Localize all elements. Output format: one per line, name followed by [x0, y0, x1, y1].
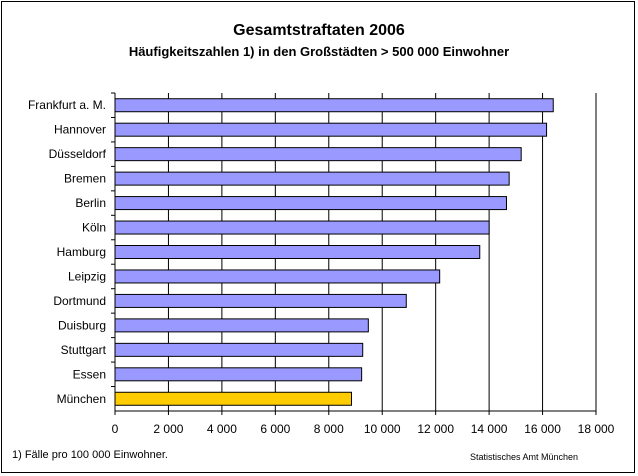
category-label: Essen: [73, 367, 106, 381]
category-label: Frankfurt a. M.: [28, 98, 106, 112]
x-tick-label: 18 000: [578, 422, 615, 436]
chart-subtitle: Häufigkeitszahlen 1) in den Großstädten …: [128, 44, 510, 59]
bar: [114, 367, 363, 382]
x-tick-label: 8 000: [314, 422, 344, 436]
category-label: Hamburg: [57, 245, 106, 259]
bar: [114, 342, 364, 357]
category-label: Bremen: [64, 172, 106, 186]
bar: [114, 147, 522, 162]
x-axis: 0 2 000 4 000 6 000 8 000 10 000 12 000 14 000 1…: [112, 93, 615, 436]
bar: [114, 318, 369, 333]
x-tick-label: 14 000: [471, 422, 508, 436]
category-label: Köln: [82, 221, 106, 235]
category-label: Dortmund: [53, 294, 106, 308]
category-label: Leipzig: [68, 269, 106, 283]
x-tick-label: 0: [112, 422, 119, 436]
category-label: München: [57, 392, 106, 406]
x-tick-label: 12 000: [417, 422, 454, 436]
bar: [114, 171, 510, 186]
category-label: Stuttgart: [61, 343, 107, 357]
bar: [114, 220, 490, 235]
chart-title: Gesamtstraftaten 2006: [233, 22, 405, 39]
bar: [114, 196, 507, 211]
x-tick-label: 2 000: [153, 422, 183, 436]
bar: [114, 98, 554, 113]
source-note: Statistisches Amt München: [470, 452, 579, 462]
bar: [114, 245, 481, 259]
category-labels: Frankfurt a. M. Hannover Düsseldorf Bremen B…: [28, 92, 115, 406]
x-tick-label: 10 000: [364, 422, 401, 436]
footnote: 1) Fälle pro 100 000 Einwohner.: [12, 449, 168, 461]
category-label: Berlin: [75, 196, 106, 210]
category-label: Hannover: [54, 123, 106, 137]
bar: [114, 293, 407, 308]
bar: [114, 122, 548, 137]
x-tick-label: 4 000: [207, 422, 237, 436]
x-tick-label: 16 000: [524, 422, 561, 436]
category-label: Düsseldorf: [49, 147, 107, 161]
bar: [114, 269, 441, 284]
bar: [114, 391, 352, 406]
bars: [114, 98, 554, 406]
x-tick-label: 6 000: [260, 422, 290, 436]
category-label: Duisburg: [58, 318, 106, 332]
